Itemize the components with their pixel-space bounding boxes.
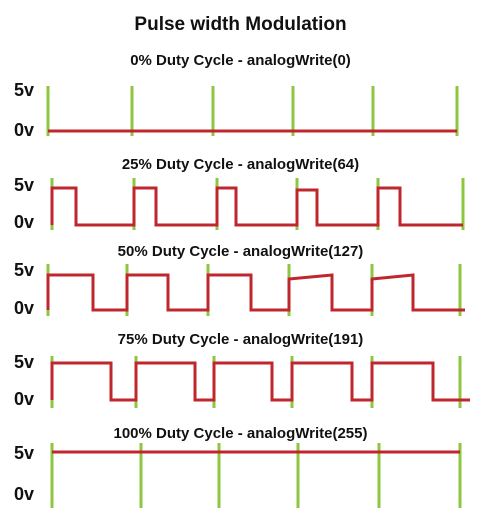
level-high-label: 5v: [14, 260, 35, 280]
level-low-label: 0v: [14, 389, 35, 409]
panel-100-percent: [50, 443, 462, 508]
pwm-signal-50: [46, 273, 465, 312]
diagram-title: Pulse width Modulation: [134, 14, 347, 35]
panel-caption-50: 50% Duty Cycle - analogWrite(127): [117, 243, 364, 260]
level-low-label: 0v: [14, 120, 35, 140]
panel-75-percent: [50, 356, 470, 408]
level-low-label: 0v: [14, 484, 35, 504]
level-high-label: 5v: [14, 80, 35, 100]
panel-caption-75: 75% Duty Cycle - analogWrite(191): [117, 331, 364, 348]
panel-50-percent: [46, 264, 465, 316]
panel-25-percent: [50, 178, 465, 230]
pwm-signal-75: [50, 361, 470, 402]
level-high-label: 5v: [14, 443, 35, 463]
level-high-label: 5v: [14, 352, 35, 372]
panel-caption-0: 0% Duty Cycle - analogWrite(0): [130, 52, 351, 69]
panel-caption-100: 100% Duty Cycle - analogWrite(255): [113, 425, 368, 442]
level-high-label: 5v: [14, 175, 35, 195]
pwm-signal-25: [50, 186, 463, 227]
panel-caption-25: 25% Duty Cycle - analogWrite(64): [121, 156, 360, 173]
level-low-label: 0v: [14, 298, 35, 318]
level-low-label: 0v: [14, 212, 35, 232]
panel-0-percent: [46, 86, 459, 136]
